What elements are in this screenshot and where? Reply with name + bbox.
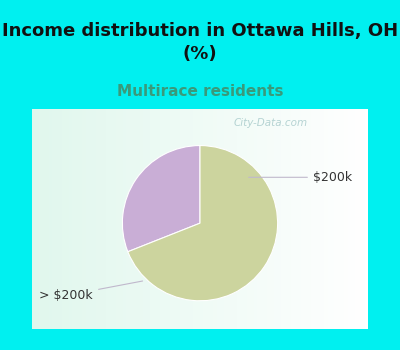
Text: Income distribution in Ottawa Hills, OH
(%): Income distribution in Ottawa Hills, OH … (2, 22, 398, 63)
Wedge shape (128, 146, 278, 301)
Text: > $200k: > $200k (40, 281, 142, 302)
Text: Multirace residents: Multirace residents (117, 84, 283, 99)
Text: $200k: $200k (249, 171, 352, 184)
Wedge shape (122, 146, 200, 252)
Text: City-Data.com: City-Data.com (234, 118, 308, 128)
